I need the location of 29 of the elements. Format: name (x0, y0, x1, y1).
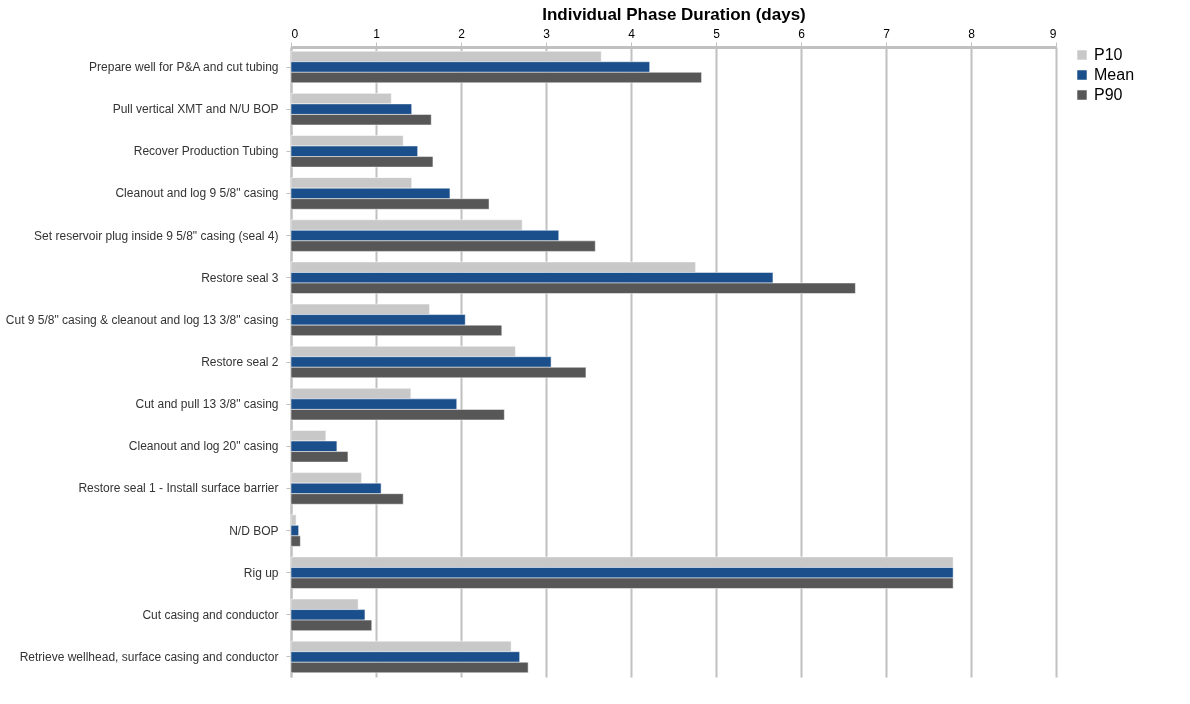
x-tick-label: 3 (543, 26, 551, 41)
y-tick-label: Restore seal 3 (201, 270, 279, 285)
x-tick-label: 5 (713, 26, 721, 41)
x-tick-label: 4 (628, 26, 636, 41)
y-tick-label: Restore seal 1 - Install surface barrier (78, 481, 279, 496)
y-tick-label: Cut and pull 13 3/8" casing (135, 397, 279, 412)
y-tick-label: Rig up (243, 565, 279, 580)
x-axis-title: Individual Phase Duration (days) (542, 4, 806, 24)
y-tick-label: Retrieve wellhead, surface casing and conductor (19, 649, 279, 664)
x-tick-label: 7 (883, 26, 891, 41)
y-tick-label: N/D BOP (229, 523, 279, 538)
y-tick-label: Pull vertical XMT and N/U BOP (112, 102, 279, 117)
x-tick-label: 9 (1049, 26, 1057, 41)
y-tick-label: Prepare well for P&A and cut tubing (89, 60, 279, 75)
y-tick-label: Restore seal 2 (201, 355, 279, 369)
x-tick-label: 8 (968, 26, 976, 41)
y-tick-label: Set reservoir plug inside 9 5/8" casing (seal 4) (34, 228, 279, 243)
legend-label: Mean (1094, 66, 1135, 83)
x-tick-label: 6 (798, 26, 806, 41)
legend-label: P90 (1094, 86, 1123, 103)
y-tick-label: Recover Production Tubing (133, 144, 279, 159)
y-tick-label: Cleanout and log 20" casing (128, 439, 279, 454)
y-tick-label: Cleanout and log 9 5/8" casing (115, 186, 279, 201)
x-tick-label: 0 (291, 26, 299, 41)
x-tick-label: 2 (458, 26, 466, 41)
legend-label: P10 (1094, 46, 1123, 63)
x-tick-label: 1 (373, 26, 381, 41)
y-tick-label: Cut 9 5/8" casing & cleanout and log 13 3/8" casing (5, 312, 279, 327)
y-tick-label: Cut casing and conductor (142, 607, 279, 622)
